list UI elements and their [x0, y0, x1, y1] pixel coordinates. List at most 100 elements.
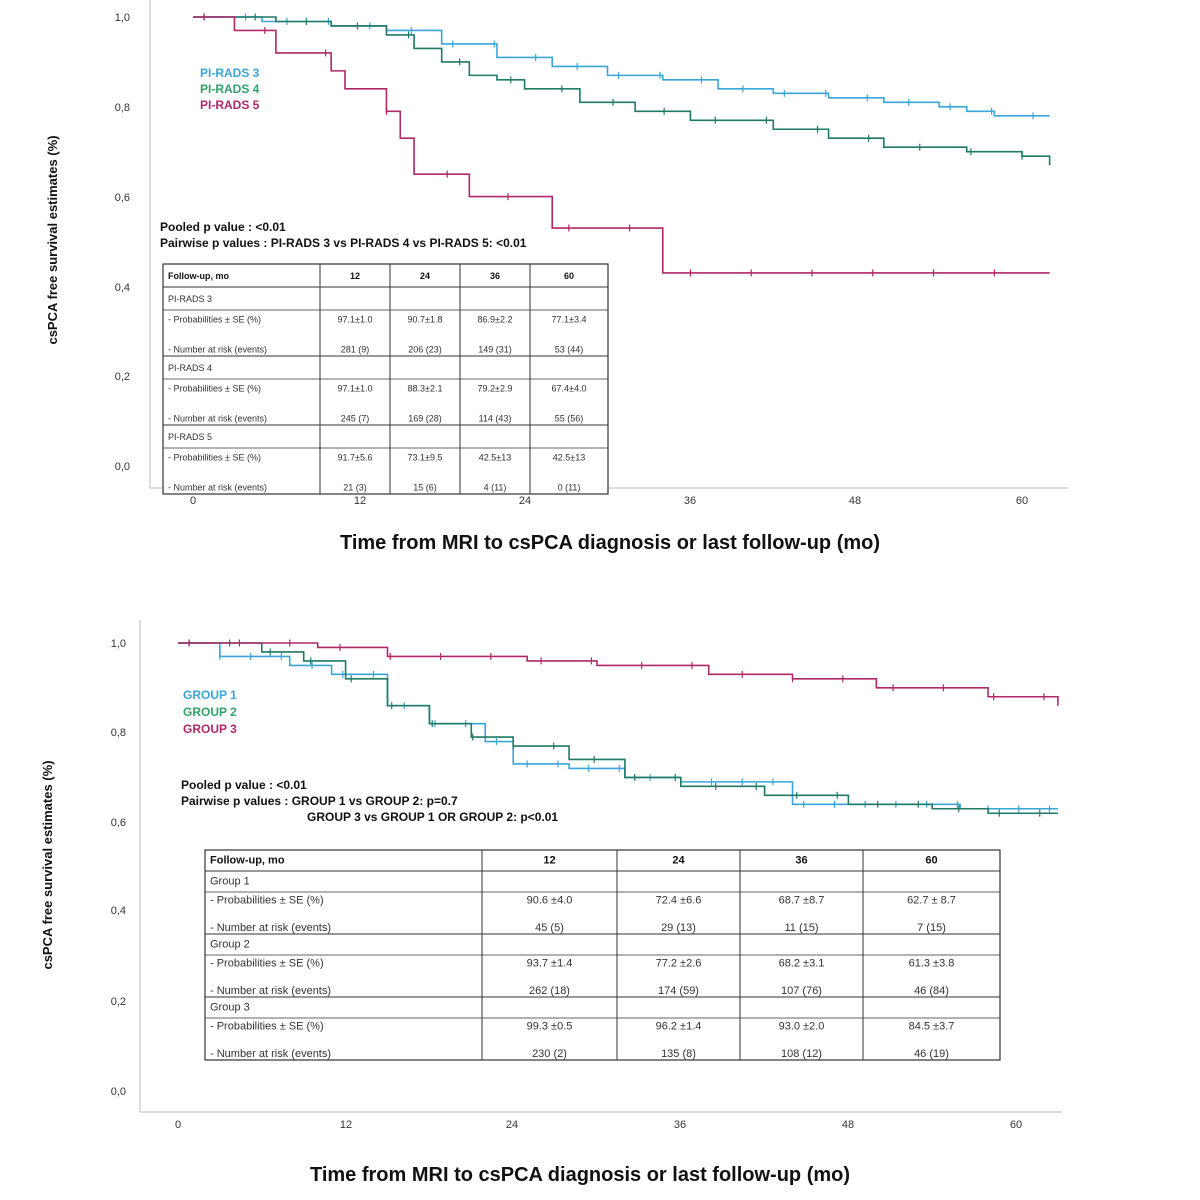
y-axis-label: csPCA free survival estimates (%)	[45, 135, 60, 344]
table-cell: 77.1±3.4	[552, 315, 587, 325]
table-row-label: - Probabilities ± SE (%)	[168, 315, 261, 325]
x-tick-label: 0	[175, 1119, 181, 1131]
table-cell: 46 (19)	[914, 1048, 949, 1060]
x-tick-label: 12	[340, 1119, 352, 1131]
p-value-text: Pairwise p values : PI-RADS 3 vs PI-RADS…	[160, 236, 527, 250]
table-row-label: Group 1	[210, 876, 250, 888]
table-header-cell: 36	[490, 271, 500, 281]
table-cell: 79.2±2.9	[478, 384, 513, 394]
table-cell: 29 (13)	[661, 922, 696, 934]
table-row-label: PI-RADS 5	[168, 432, 212, 442]
table-header-cell: 24	[420, 271, 430, 281]
table-row-label: PI-RADS 4	[168, 363, 212, 373]
y-tick-label: 0,6	[115, 192, 130, 204]
x-tick-label: 36	[674, 1119, 686, 1131]
table-row-label: Group 2	[210, 939, 250, 951]
p-value-text: Pooled p value : <0.01	[160, 220, 286, 234]
table-cell: 72.4 ±6.6	[656, 895, 702, 907]
x-axis-label: Time from MRI to csPCA diagnosis or last…	[310, 1164, 850, 1186]
table-cell: 45 (5)	[535, 922, 564, 934]
table-header-cell: Follow-up, mo	[210, 855, 285, 867]
y-tick-label: 0,0	[115, 461, 130, 473]
table-cell: 281 (9)	[341, 345, 370, 355]
table-header-cell: 60	[925, 855, 937, 867]
x-tick-label: 24	[519, 495, 531, 507]
table-cell: 107 (76)	[781, 985, 822, 997]
table-cell: 93.7 ±1.4	[527, 958, 573, 970]
p-value-text: Pairwise p values : GROUP 1 vs GROUP 2: …	[181, 794, 458, 808]
table-row-label: - Probabilities ± SE (%)	[210, 895, 324, 907]
table-cell: 67.4±4.0	[552, 384, 587, 394]
table-cell: 90.6 ±4.0	[527, 895, 573, 907]
table-row-label: - Number at risk (events)	[168, 345, 267, 355]
table-cell: 149 (31)	[478, 345, 512, 355]
legend-entry: GROUP 2	[183, 705, 237, 719]
table-cell: 174 (59)	[658, 985, 699, 997]
p-value-text: Pooled p value : <0.01	[181, 778, 307, 792]
y-tick-label: 0,0	[111, 1086, 126, 1098]
table-cell: 21 (3)	[343, 483, 367, 493]
x-tick-label: 0	[190, 495, 196, 507]
table-cell: 135 (8)	[661, 1048, 696, 1060]
table-row-label: - Probabilities ± SE (%)	[168, 384, 261, 394]
table-row-label: - Number at risk (events)	[210, 922, 331, 934]
x-tick-label: 60	[1010, 1119, 1022, 1131]
y-tick-label: 0,4	[111, 905, 126, 917]
table-row-label: - Number at risk (events)	[168, 483, 267, 493]
series-line-pi-rads-4	[193, 16, 1051, 166]
table-cell: 108 (12)	[781, 1048, 822, 1060]
x-tick-label: 24	[506, 1119, 518, 1131]
y-tick-label: 0,8	[111, 727, 126, 739]
table-header-cell: 36	[795, 855, 807, 867]
table-cell: 42.5±13	[553, 453, 585, 463]
table-cell: 88.3±2.1	[408, 384, 443, 394]
table-cell: 99.3 ±0.5	[527, 1021, 573, 1033]
table-cell: 114 (43)	[479, 414, 512, 424]
y-tick-label: 0,2	[111, 996, 126, 1008]
x-tick-label: 36	[684, 495, 696, 507]
x-tick-label: 60	[1016, 495, 1028, 507]
table-cell: 68.7 ±8.7	[779, 895, 825, 907]
table-header-cell: 60	[564, 271, 574, 281]
legend-entry: PI-RADS 4	[200, 82, 260, 96]
table-cell: 97.1±1.0	[338, 384, 373, 394]
series-line-pi-rads-5	[193, 16, 1050, 274]
legend-entry: GROUP 1	[183, 688, 237, 702]
table-cell: 4 (11)	[484, 483, 507, 493]
table-cell: 0 (11)	[558, 483, 581, 493]
table-cell: 86.9±2.2	[478, 315, 513, 325]
y-tick-label: 0,4	[115, 282, 130, 294]
series-line-group-3	[178, 642, 1059, 706]
table-cell: 53 (44)	[555, 345, 584, 355]
table-row-label: - Number at risk (events)	[168, 414, 267, 424]
table-cell: 62.7 ± 8.7	[907, 895, 956, 907]
table-row-label: - Probabilities ± SE (%)	[168, 453, 261, 463]
table-cell: 169 (28)	[408, 414, 442, 424]
survival-table: Follow-up, mo 12 24 36 60 PI-RADS 3 - Probabil…	[162, 263, 609, 495]
table-cell: 46 (84)	[914, 985, 949, 997]
table-cell: 262 (18)	[529, 985, 570, 997]
table-header-cell: 12	[543, 855, 555, 867]
table-header-cell: Follow-up, mo	[168, 271, 229, 281]
table-cell: 73.1±9.5	[408, 453, 443, 463]
table-cell: 93.0 ±2.0	[779, 1021, 825, 1033]
y-tick-label: 1,0	[115, 12, 130, 24]
table-row-label: - Probabilities ± SE (%)	[210, 958, 324, 970]
table-cell: 61.3 ±3.8	[909, 958, 955, 970]
chart-2: 0,0 0,2 0,4 0,6 0,8 1,0 0 12 24 36 48 60 csPCA free …	[40, 620, 1062, 1186]
table-cell: 15 (6)	[413, 483, 437, 493]
table-cell: 68.2 ±3.1	[779, 958, 825, 970]
y-tick-label: 0,6	[111, 817, 126, 829]
series-line-pi-rads-3	[193, 16, 1050, 117]
table-cell: 77.2 ±2.6	[656, 958, 702, 970]
legend-entry: PI-RADS 5	[200, 98, 260, 112]
legend-entry: GROUP 3	[183, 722, 237, 736]
y-axis-label: csPCA free survival estimates (%)	[40, 760, 55, 969]
x-tick-label: 48	[842, 1119, 854, 1131]
table-row-label: PI-RADS 3	[168, 294, 212, 304]
x-axis-label: Time from MRI to csPCA diagnosis or last…	[340, 532, 880, 554]
table-row-label: Group 3	[210, 1002, 250, 1014]
table-header-cell: 12	[350, 271, 360, 281]
table-cell: 7 (15)	[917, 922, 946, 934]
survival-table: Follow-up, mo 12 24 36 60 Group 1 - Probabilit…	[204, 849, 1001, 1061]
